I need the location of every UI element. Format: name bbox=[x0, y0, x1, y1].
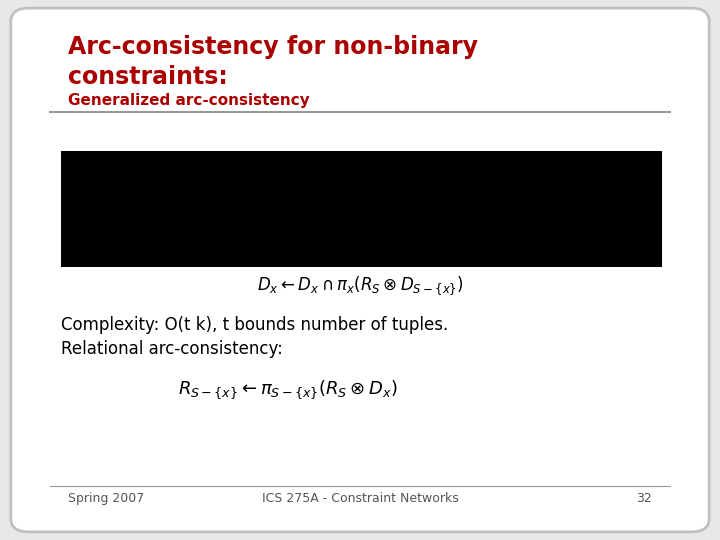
Text: Spring 2007: Spring 2007 bbox=[68, 492, 145, 505]
Text: Arc-consistency for non-binary: Arc-consistency for non-binary bbox=[68, 35, 478, 59]
FancyBboxPatch shape bbox=[61, 151, 662, 267]
Text: constraints:: constraints: bbox=[68, 65, 228, 89]
Text: ICS 275A - Constraint Networks: ICS 275A - Constraint Networks bbox=[261, 492, 459, 505]
Text: Relational arc-consistency:: Relational arc-consistency: bbox=[61, 340, 283, 358]
Text: $R_{S-\{x\}} \leftarrow \pi_{S-\{x\}}(R_S \otimes D_x)$: $R_{S-\{x\}} \leftarrow \pi_{S-\{x\}}(R_… bbox=[178, 378, 398, 401]
Text: Generalized arc-consistency: Generalized arc-consistency bbox=[68, 93, 310, 108]
FancyBboxPatch shape bbox=[11, 8, 709, 532]
Text: Complexity: O(t k), t bounds number of tuples.: Complexity: O(t k), t bounds number of t… bbox=[61, 316, 449, 334]
Text: 32: 32 bbox=[636, 492, 652, 505]
Text: $D_x \leftarrow D_x \cap \pi_x(R_S \otimes D_{S-\{x\}})$: $D_x \leftarrow D_x \cap \pi_x(R_S \otim… bbox=[256, 274, 464, 297]
